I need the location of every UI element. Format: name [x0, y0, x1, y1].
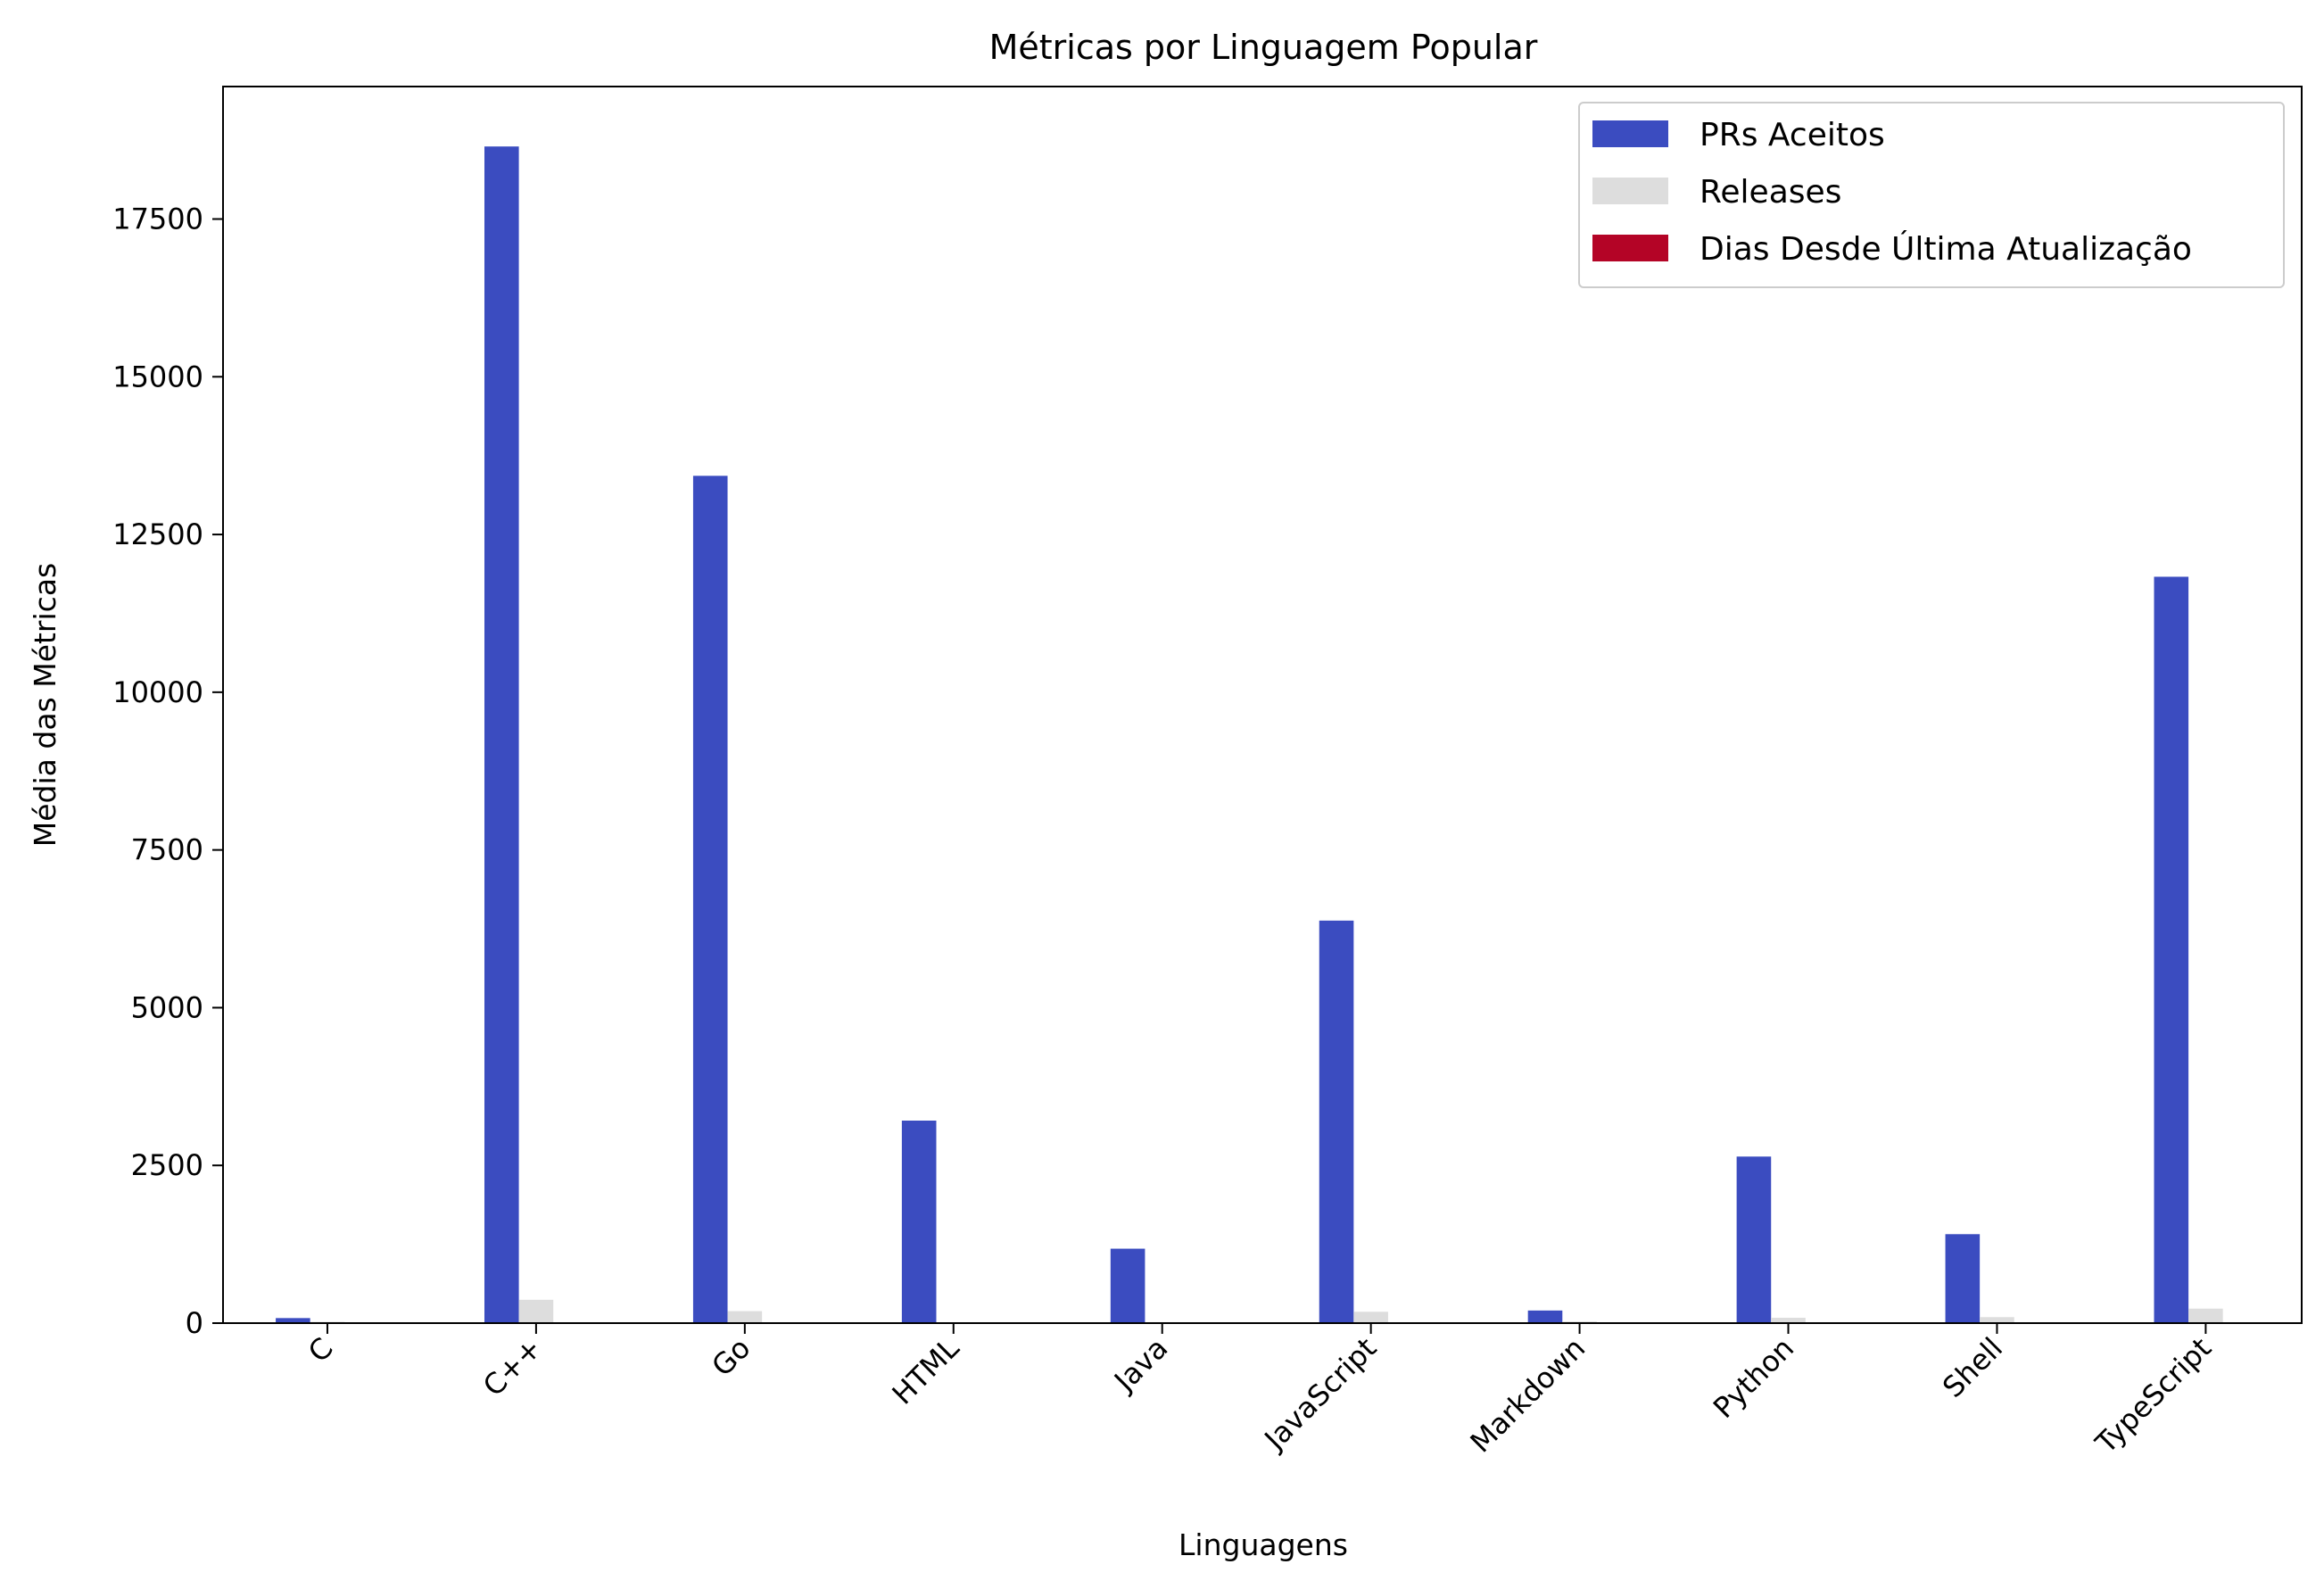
x-tick-label: C++	[476, 1331, 549, 1403]
y-tick-label: 7500	[131, 833, 203, 867]
x-tick-label: Java	[1106, 1331, 1174, 1399]
bar-0-4	[1110, 1248, 1145, 1323]
y-tick-label: 5000	[131, 990, 203, 1024]
x-tick-label: Shell	[1936, 1331, 2009, 1404]
bar-0-7	[1736, 1156, 1772, 1323]
x-tick-label: TypeScript	[2088, 1331, 2218, 1461]
chart-title: Métricas por Linguagem Popular	[989, 28, 1538, 67]
x-tick-label: Go	[705, 1331, 757, 1383]
legend: PRs Aceitos Releases Dias Desde Última Atu…	[1578, 102, 2285, 288]
y-axis: 0 2500 5000 7500 10000 12500 15000 17500	[112, 203, 223, 1340]
axes-frame	[222, 86, 2303, 1324]
legend-swatch-2	[1592, 235, 1668, 261]
legend-swatch-1	[1592, 178, 1668, 204]
x-tick-label: JavaScript	[1257, 1331, 1384, 1458]
x-tick-label: Python	[1707, 1331, 1800, 1425]
bar-1-9	[2188, 1308, 2223, 1323]
bar-1-5	[1353, 1312, 1388, 1323]
legend-frame	[1578, 102, 2285, 288]
legend-label-1: Releases	[1700, 174, 1841, 211]
legend-swatch-0	[1592, 120, 1668, 147]
y-tick-label: 10000	[112, 675, 203, 709]
bar-0-3	[901, 1121, 937, 1323]
y-tick-label: 2500	[131, 1148, 203, 1182]
bar-0-1	[484, 146, 519, 1324]
bar-0-8	[1945, 1234, 1981, 1323]
bar-0-0	[276, 1318, 310, 1323]
y-tick-label: 15000	[112, 360, 203, 393]
x-tick-label: Markdown	[1464, 1331, 1592, 1460]
legend-label-2: Dias Desde Última Atualização	[1700, 230, 2192, 268]
y-axis-label: Média das Métricas	[28, 563, 62, 847]
x-tick-label: C	[302, 1331, 340, 1370]
bar-1-7	[1771, 1317, 1806, 1323]
legend-label-0: PRs Aceitos	[1700, 117, 1885, 153]
bar-0-9	[2154, 576, 2189, 1323]
y-tick-label: 0	[186, 1306, 203, 1340]
y-tick-label: 12500	[112, 517, 203, 551]
x-tick-label: HTML	[886, 1331, 966, 1411]
plot-area	[276, 146, 2258, 1324]
bar-1-2	[727, 1311, 763, 1323]
bar-0-6	[1527, 1310, 1563, 1323]
x-axis-label: Linguagens	[1179, 1527, 1348, 1562]
y-tick-label: 17500	[112, 203, 203, 236]
bar-0-2	[692, 476, 728, 1323]
bar-1-1	[518, 1299, 554, 1323]
bar-1-8	[1980, 1317, 2014, 1323]
x-axis: C C++ Go HTML Java JavaScript Markdown Python Sh…	[302, 1323, 2218, 1461]
bar-0-5	[1319, 920, 1354, 1323]
